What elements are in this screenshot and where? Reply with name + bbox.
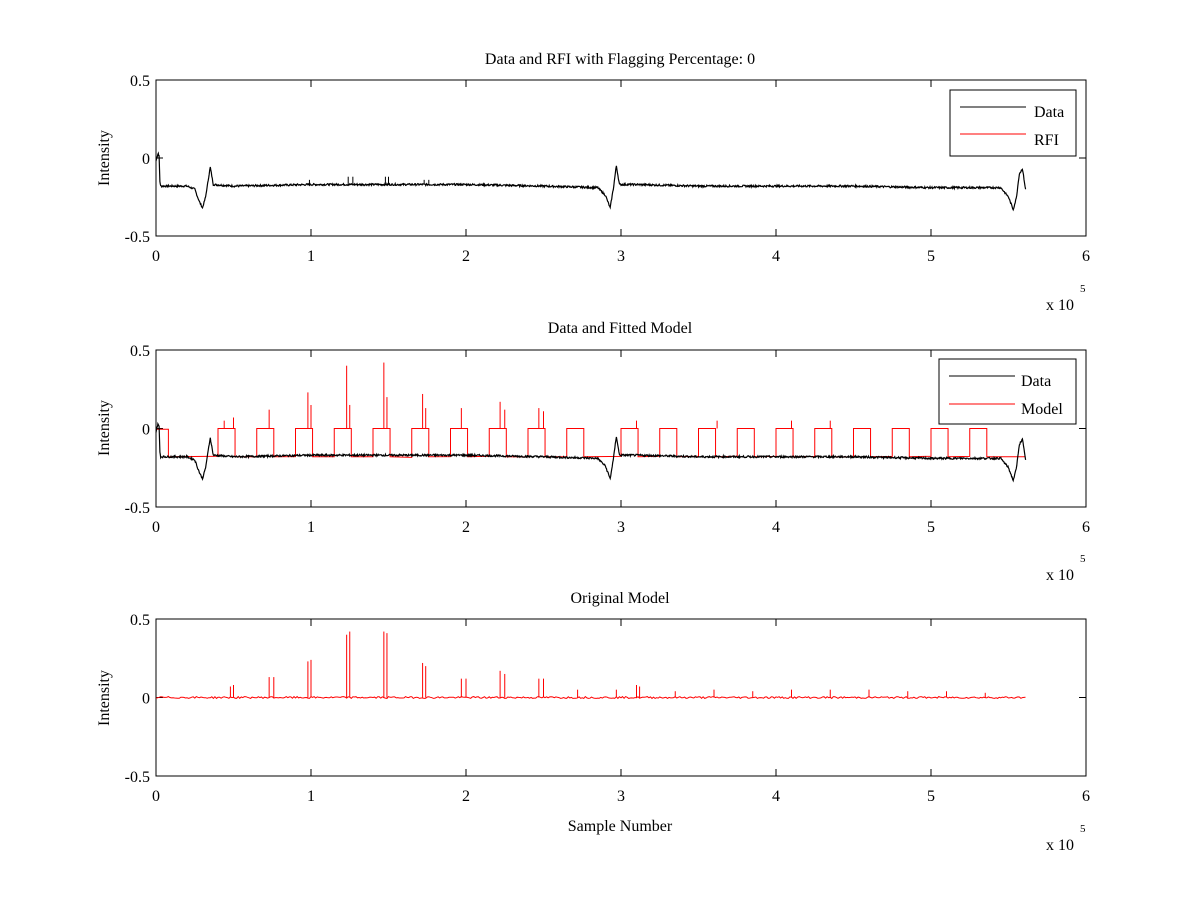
series-original-model-line bbox=[155, 695, 1026, 700]
panel-1-x-exponent-label: x 10 bbox=[1046, 297, 1074, 314]
panel-3-series bbox=[155, 631, 1026, 700]
panel-2-legend: Data Model bbox=[938, 358, 1077, 425]
y-tick-label: 0 bbox=[142, 151, 150, 168]
x-tick-label: 0 bbox=[152, 248, 160, 265]
x-tick-label: 3 bbox=[617, 519, 625, 536]
panel-2-title: Data and Fitted Model bbox=[548, 320, 693, 337]
x-tick-label: 1 bbox=[307, 519, 315, 536]
panel-3-x-ticks: 0 1 2 3 4 5 6 bbox=[152, 619, 1090, 805]
panel-2-x-exponent-label: x 10 bbox=[1046, 567, 1074, 584]
y-tick-label: 0 bbox=[142, 422, 150, 439]
panel-1-series bbox=[155, 151, 1027, 212]
panel-1-legend-box bbox=[949, 89, 1077, 157]
panel-2-x-exponent: 5 bbox=[1080, 553, 1086, 565]
y-tick-label: -0.5 bbox=[125, 500, 150, 517]
x-tick-label: 4 bbox=[772, 788, 780, 805]
x-tick-label: 0 bbox=[152, 788, 160, 805]
panel-2-legend-model: Model bbox=[1021, 401, 1063, 418]
series-model-line bbox=[156, 428, 1026, 458]
panel-3-y-ticks: -0.5 0 0.5 bbox=[125, 612, 1086, 786]
panel-2-legend-data: Data bbox=[1021, 373, 1051, 390]
x-tick-label: 5 bbox=[927, 248, 935, 265]
panel-2-x-ticks: 0 1 2 3 4 5 6 bbox=[152, 350, 1090, 536]
x-tick-label: 2 bbox=[462, 248, 470, 265]
x-tick-label: 6 bbox=[1082, 788, 1090, 805]
panel-3-xlabel: Sample Number bbox=[568, 818, 673, 835]
panel-1-legend-data: Data bbox=[1034, 104, 1064, 121]
x-tick-label: 1 bbox=[307, 788, 315, 805]
panel-1-y-ticks: -0.5 0 0.5 bbox=[125, 73, 1086, 246]
panel-1-ylabel: Intensity bbox=[96, 130, 113, 186]
x-tick-label: 3 bbox=[617, 248, 625, 265]
panel-2-ylabel: Intensity bbox=[96, 400, 113, 456]
y-tick-label: -0.5 bbox=[125, 769, 150, 786]
panel-1-x-ticks: 0 1 2 3 4 5 6 bbox=[152, 80, 1090, 265]
x-tick-label: 6 bbox=[1082, 519, 1090, 536]
panel-3-x-exponent: 5 bbox=[1080, 823, 1086, 835]
x-tick-label: 5 bbox=[927, 788, 935, 805]
panel-2-series bbox=[155, 362, 1027, 483]
y-tick-label: -0.5 bbox=[125, 229, 150, 246]
x-tick-label: 1 bbox=[307, 248, 315, 265]
y-tick-label: 0.5 bbox=[130, 612, 150, 629]
y-tick-label: 0.5 bbox=[130, 73, 150, 90]
y-tick-label: 0 bbox=[142, 691, 150, 708]
x-tick-label: 4 bbox=[772, 519, 780, 536]
panel-1-legend: Data RFI bbox=[949, 89, 1077, 157]
y-tick-label: 0.5 bbox=[130, 343, 150, 360]
x-tick-label: 2 bbox=[462, 519, 470, 536]
series-data-line bbox=[155, 421, 1027, 483]
panel-1-legend-rfi: RFI bbox=[1034, 132, 1059, 149]
panel-3-x-exponent-label: x 10 bbox=[1046, 837, 1074, 854]
panel-2-legend-box bbox=[938, 358, 1077, 425]
panel-1-axes-box bbox=[155, 79, 1087, 237]
panel-3-ylabel: Intensity bbox=[96, 670, 113, 726]
panel-1-title: Data and RFI with Flagging Percentage: 0 bbox=[485, 51, 755, 68]
x-tick-label: 3 bbox=[617, 788, 625, 805]
x-tick-label: 0 bbox=[152, 519, 160, 536]
x-tick-label: 6 bbox=[1082, 248, 1090, 265]
x-tick-label: 4 bbox=[772, 248, 780, 265]
x-tick-label: 5 bbox=[927, 519, 935, 536]
panel-1-x-exponent: 5 bbox=[1080, 283, 1086, 295]
panel-1: Data and RFI with Flagging Percentage: 0… bbox=[96, 51, 1090, 314]
panel-3-title: Original Model bbox=[570, 590, 670, 607]
x-tick-label: 2 bbox=[462, 788, 470, 805]
series-data-line bbox=[155, 151, 1027, 212]
